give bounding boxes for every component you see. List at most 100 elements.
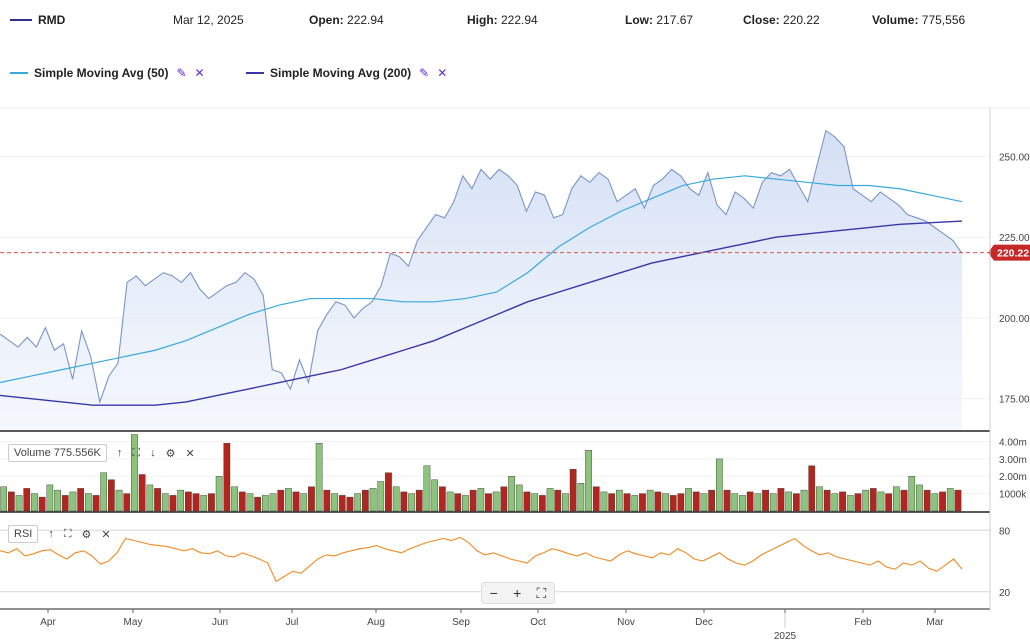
volume-bar bbox=[462, 495, 469, 512]
volume-bar bbox=[946, 488, 954, 512]
volume-bar bbox=[154, 488, 161, 512]
volume-bar bbox=[308, 486, 315, 512]
volume-bar bbox=[554, 489, 562, 512]
volume-bar bbox=[138, 474, 146, 512]
fit-icon[interactable]: ⛶ bbox=[536, 584, 547, 601]
volume-bar bbox=[616, 489, 623, 512]
gear-icon[interactable]: ⚙ bbox=[165, 447, 176, 460]
volume-bar bbox=[700, 493, 708, 512]
volume-bar bbox=[654, 491, 662, 512]
volume-bar bbox=[23, 488, 31, 512]
x-tick-label: Aug bbox=[367, 617, 385, 628]
volume-bar bbox=[100, 472, 108, 512]
x-tick-label: 2025 bbox=[774, 631, 797, 642]
volume-bar bbox=[485, 493, 492, 512]
volume-bar bbox=[184, 491, 192, 512]
volume-bar bbox=[107, 479, 115, 512]
volume-bar bbox=[169, 495, 177, 512]
volume-bar bbox=[408, 493, 415, 512]
edit-pencil-icon[interactable]: ✎ bbox=[419, 66, 430, 80]
volume-bar bbox=[15, 495, 23, 512]
last-price-badge bbox=[988, 244, 1030, 261]
volume-bar bbox=[192, 493, 200, 512]
volume-bar bbox=[569, 469, 577, 512]
gear-icon[interactable]: ⚙ bbox=[81, 528, 92, 541]
volume-bar bbox=[916, 484, 923, 512]
close-icon[interactable]: ✕ bbox=[101, 528, 111, 541]
volume-value: Volume: 775,556 bbox=[872, 13, 966, 27]
volume-bar bbox=[300, 493, 308, 512]
price-axis: 175.00 200.00 225.00 250.00 220.22 bbox=[988, 152, 1030, 406]
volume-bar bbox=[531, 493, 539, 512]
rsi-tick-label: 20 bbox=[999, 588, 1011, 599]
sma50-swatch bbox=[10, 72, 28, 74]
volume-bar bbox=[785, 491, 793, 512]
volume-bar bbox=[954, 489, 962, 512]
volume-bar bbox=[708, 489, 716, 512]
volume-bar bbox=[346, 496, 354, 512]
close-icon[interactable]: ✕ bbox=[185, 447, 195, 460]
volume-bar bbox=[431, 479, 439, 512]
move-up-icon[interactable]: ↑ bbox=[116, 447, 123, 459]
volume-bar bbox=[115, 489, 123, 512]
volume-bar bbox=[846, 495, 854, 512]
volume-tick-label: 4.00m bbox=[999, 437, 1027, 448]
volume-bar bbox=[415, 489, 423, 512]
low-value: Low: 217.67 bbox=[625, 13, 694, 27]
volume-bar bbox=[508, 476, 515, 512]
volume-bar bbox=[723, 489, 731, 512]
volume-bar bbox=[77, 488, 85, 512]
volume-bar bbox=[369, 488, 377, 512]
zoom-out-button[interactable]: − bbox=[489, 585, 498, 601]
rsi-series-line bbox=[0, 536, 963, 583]
expand-icon[interactable]: ⛶ bbox=[132, 446, 141, 459]
volume-bar bbox=[546, 488, 554, 512]
volume-bar bbox=[323, 489, 331, 512]
volume-bar bbox=[315, 443, 323, 512]
volume-bar bbox=[923, 489, 931, 512]
volume-bar bbox=[900, 489, 908, 512]
close-value: Close: 220.22 bbox=[743, 13, 820, 27]
volume-bar bbox=[608, 493, 616, 512]
volume-bar bbox=[262, 495, 269, 512]
volume-bar bbox=[61, 495, 69, 512]
volume-bar bbox=[893, 486, 900, 512]
open-value: Open: 222.94 bbox=[309, 13, 384, 27]
close-icon[interactable]: ✕ bbox=[194, 66, 205, 80]
volume-bar bbox=[492, 491, 500, 512]
volume-bar bbox=[808, 465, 816, 512]
zoom-in-button[interactable]: + bbox=[513, 585, 522, 601]
volume-bar bbox=[69, 491, 77, 512]
volume-bar bbox=[939, 491, 946, 512]
volume-bar bbox=[354, 493, 362, 512]
volume-bar bbox=[646, 489, 654, 512]
volume-bar bbox=[800, 489, 808, 512]
x-tick-label: Feb bbox=[854, 617, 872, 628]
volume-bar bbox=[877, 491, 885, 512]
move-up-icon[interactable]: ↑ bbox=[48, 528, 54, 540]
volume-bar bbox=[200, 495, 208, 512]
volume-panel-controls: Volume 775.556K ↑ ⛶ ↓ ⚙ ✕ bbox=[8, 444, 195, 462]
volume-bar bbox=[215, 476, 223, 512]
move-down-icon[interactable]: ↓ bbox=[150, 447, 156, 459]
expand-icon[interactable]: ⛶ bbox=[63, 527, 72, 540]
zoom-controls: − + ⛶ bbox=[481, 582, 555, 604]
symbol-line-swatch bbox=[10, 19, 32, 21]
price-area bbox=[0, 130, 962, 431]
volume-bar bbox=[585, 450, 592, 512]
price-lines bbox=[0, 129, 988, 406]
volume-bar bbox=[231, 486, 238, 512]
rsi-line bbox=[0, 536, 963, 583]
close-icon[interactable]: ✕ bbox=[437, 66, 448, 80]
volume-bar bbox=[885, 493, 893, 512]
edit-pencil-icon[interactable]: ✎ bbox=[176, 66, 187, 80]
volume-bar bbox=[338, 495, 346, 512]
volume-bar bbox=[577, 483, 585, 512]
x-tick-label: Sep bbox=[452, 617, 470, 628]
volume-bar bbox=[839, 491, 846, 512]
volume-bar bbox=[869, 488, 877, 512]
volume-bar bbox=[793, 493, 800, 512]
volume-bar bbox=[539, 495, 546, 512]
volume-bar bbox=[377, 481, 385, 512]
